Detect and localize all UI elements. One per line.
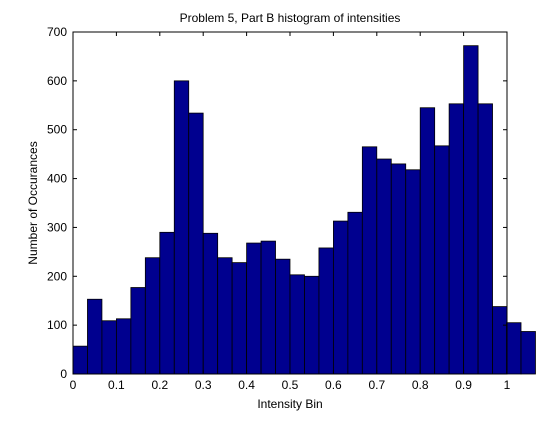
histogram-bar: [159, 231, 175, 375]
bars-group: [72, 45, 536, 375]
histogram-bar: [477, 103, 493, 375]
x-tick-label: 0.3: [195, 378, 212, 392]
y-tick-labels: 0 100 200 300 400 500 600 700: [47, 25, 67, 381]
histogram-bar: [419, 107, 436, 375]
y-tick-label: 500: [47, 123, 67, 137]
x-tick-label: 1: [504, 378, 511, 392]
histogram-bar: [304, 275, 320, 375]
y-tick-label: 100: [47, 318, 67, 332]
histogram-bar: [217, 257, 233, 375]
histogram-bar: [492, 306, 508, 375]
histogram-bar: [318, 247, 334, 375]
axes-group: [72, 31, 508, 375]
histogram-bar: [116, 318, 132, 375]
histogram-bar: [347, 211, 363, 375]
histogram-bar: [173, 80, 190, 375]
x-axis-label: Intensity Bin: [257, 397, 322, 411]
y-tick-label: 0: [60, 367, 67, 381]
x-tick-label: 0.9: [455, 378, 472, 392]
x-tick-labels: 0 0.1 0.2 0.3 0.4 0.5 0.6 0.7 0.8 0.9 1: [70, 378, 511, 392]
x-tick-label: 0.7: [368, 378, 385, 392]
y-tick-label: 400: [47, 172, 67, 186]
histogram-bar: [130, 287, 146, 375]
histogram-bar: [246, 242, 262, 375]
x-tick-label: 0.1: [108, 378, 125, 392]
histogram-bar: [289, 274, 305, 375]
y-axis-label: Number of Occurances: [26, 141, 40, 264]
histogram-bar: [101, 320, 117, 375]
y-tick-label: 200: [47, 269, 67, 283]
histogram-bar: [463, 45, 479, 375]
histogram-bar: [506, 322, 522, 375]
histogram-bar: [333, 220, 349, 375]
histogram-bar: [72, 345, 88, 375]
x-tick-label: 0.8: [412, 378, 429, 392]
histogram-bar: [390, 163, 407, 375]
histogram-bar: [376, 158, 392, 375]
histogram-bar: [260, 240, 276, 375]
histogram-bar: [188, 112, 204, 375]
chart-title: Problem 5, Part B histogram of intensiti…: [180, 11, 401, 25]
x-tick-label: 0.4: [238, 378, 255, 392]
histogram-bar: [202, 232, 219, 375]
histogram-bar: [405, 169, 421, 375]
y-tick-label: 700: [47, 25, 67, 39]
histogram-bar: [520, 331, 536, 375]
x-tick-label: 0.2: [151, 378, 168, 392]
x-tick-label: 0.6: [325, 378, 342, 392]
histogram-bar: [275, 258, 291, 375]
histogram-bar: [434, 145, 450, 375]
x-tick-label: 0.5: [282, 378, 299, 392]
y-tick-label: 300: [47, 220, 67, 234]
histogram-bar: [231, 262, 247, 375]
histogram-bar: [361, 146, 378, 375]
x-tick-label: 0: [70, 378, 77, 392]
y-tick-label: 600: [47, 74, 67, 88]
histogram-bar: [448, 103, 464, 375]
histogram-bar: [144, 257, 161, 375]
histogram-bar: [87, 298, 103, 375]
